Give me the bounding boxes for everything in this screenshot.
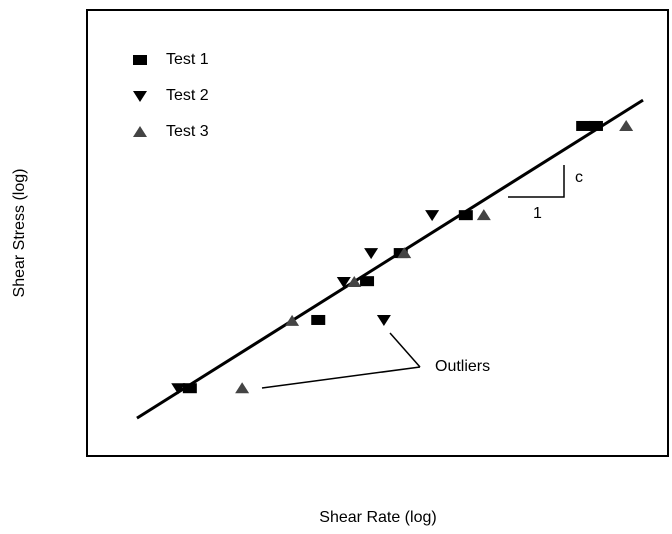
slope-rise-label: c xyxy=(575,169,583,186)
data-point xyxy=(182,383,197,394)
plot-frame xyxy=(86,9,669,457)
slope-triangle xyxy=(508,165,565,198)
legend-label: Test 3 xyxy=(166,123,209,140)
data-point xyxy=(235,382,250,394)
data-point xyxy=(285,314,300,326)
data-point xyxy=(425,210,440,222)
annotation-arrow xyxy=(389,332,421,368)
data-point xyxy=(576,120,591,131)
slope-run-label: 1 xyxy=(533,205,542,222)
legend-marker xyxy=(133,55,147,65)
annotation: Outliers xyxy=(435,358,490,375)
data-point xyxy=(458,210,473,221)
y-axis-label: Shear Stress (log) xyxy=(11,169,28,298)
data-point xyxy=(360,276,375,287)
data-point xyxy=(476,209,491,221)
data-point xyxy=(397,247,412,259)
legend-label: Test 2 xyxy=(166,87,209,104)
legend-label: Test 1 xyxy=(166,51,209,68)
data-point xyxy=(619,119,634,131)
data-point xyxy=(311,314,326,325)
data-point xyxy=(364,248,379,260)
fit-line xyxy=(136,98,644,420)
annotation-arrow xyxy=(261,366,421,389)
data-point xyxy=(588,120,603,131)
data-point xyxy=(336,277,351,289)
legend-marker xyxy=(133,126,147,137)
data-point xyxy=(376,314,391,326)
data-point xyxy=(171,383,186,395)
data-point xyxy=(347,276,362,288)
legend-marker xyxy=(133,91,147,102)
x-axis-label: Shear Rate (log) xyxy=(319,509,436,526)
